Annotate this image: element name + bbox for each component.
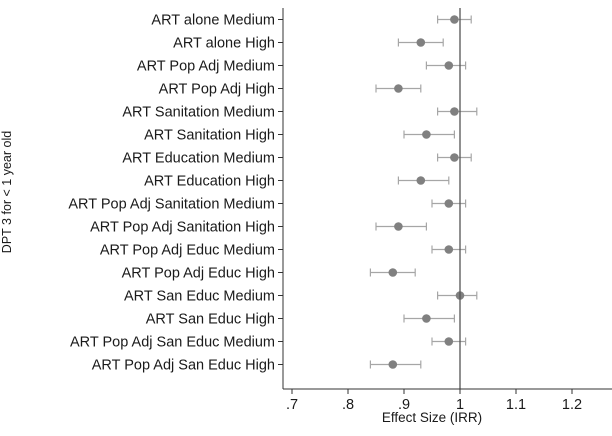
point-estimate: [394, 222, 403, 231]
x-tick-label: .8: [342, 397, 354, 413]
y-axis-labels: ART alone Medium ART alone High ART Pop Ad…: [68, 13, 283, 374]
y-tick-label: ART San Educ High: [146, 312, 275, 328]
y-tick-label: ART San Educ Medium: [124, 289, 275, 305]
y-tick-label: ART alone High: [173, 36, 275, 52]
point-estimate: [416, 176, 426, 185]
point-estimate: [450, 107, 459, 116]
x-tick-label: .7: [286, 397, 298, 413]
x-axis-title: Effect Size (IRR): [382, 410, 482, 425]
y-tick-label: ART Pop Adj Sanitation High: [90, 220, 275, 236]
x-tick-label: .9: [398, 397, 410, 413]
y-tick-label: ART Pop Adj San Educ High: [92, 358, 275, 374]
y-tick-label: ART Pop Adj Educ High: [122, 266, 275, 282]
y-tick-label: ART Education High: [144, 174, 275, 190]
y-tick-label: ART Pop Adj High: [159, 82, 275, 98]
y-tick-label: ART Sanitation Medium: [122, 105, 275, 121]
x-tick-label: 1.1: [506, 397, 526, 413]
x-axis-ticks: .7 .8 .9 1 1.1 1.2: [286, 389, 582, 413]
y-axis-title: DPT 3 for < 1 year old: [0, 131, 14, 253]
y-tick-label: ART alone Medium: [151, 13, 275, 29]
point-estimate: [388, 268, 398, 277]
point-estimate: [450, 153, 459, 162]
y-tick-label: ART Pop Adj Educ Medium: [100, 243, 275, 259]
y-tick-label: ART Pop Adj Sanitation Medium: [68, 197, 275, 213]
point-estimate: [444, 337, 454, 346]
point-estimate: [444, 245, 454, 254]
point-estimate: [444, 199, 454, 208]
y-tick-label: ART Education Medium: [122, 151, 275, 167]
point-estimate: [394, 84, 403, 93]
x-tick-label: 1.2: [562, 397, 582, 413]
point-estimate: [388, 360, 398, 369]
point-estimate: [416, 38, 426, 47]
x-tick-label: 1: [456, 397, 464, 413]
point-estimate: [422, 314, 431, 323]
y-tick-label: ART Pop Adj Medium: [137, 59, 275, 75]
y-tick-label: ART Sanitation High: [144, 128, 275, 144]
y-tick-label: ART Pop Adj San Educ Medium: [70, 335, 275, 351]
point-estimate: [444, 61, 454, 70]
point-estimate: [422, 130, 431, 139]
point-estimate: [450, 15, 459, 24]
